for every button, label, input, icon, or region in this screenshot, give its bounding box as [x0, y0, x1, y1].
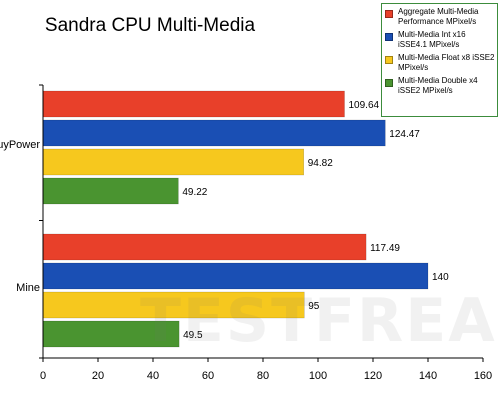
x-tick-label: 120 — [364, 370, 382, 382]
x-tick-label: 140 — [419, 370, 437, 382]
legend-label: Multi-Media Int x16 iSSE4.1 MPixel/s — [398, 30, 466, 49]
data-label: 49.22 — [182, 187, 207, 198]
x-tick-label: 0 — [40, 370, 46, 382]
data-label: 117.49 — [370, 243, 400, 254]
legend-item: Aggregate Multi-Media Performance MPixel… — [385, 7, 495, 27]
data-label: 109.64 — [349, 100, 380, 111]
bar — [42, 90, 345, 118]
data-label: 49.5 — [183, 330, 203, 341]
legend-item: Multi-Media Float x8 iSSE2 MPixel/s — [385, 53, 495, 73]
bar — [42, 291, 305, 319]
plot-area: 109.64 124.47 94.82 49.22 iBuyPower 117.49 140… — [0, 84, 492, 382]
x-tick-label: 80 — [257, 370, 269, 382]
category-label: Mine — [16, 282, 40, 294]
x-tick-label: 20 — [92, 370, 104, 382]
data-label: 94.82 — [308, 158, 333, 169]
data-label: 124.47 — [389, 129, 420, 140]
bar — [42, 320, 180, 348]
legend-swatch — [385, 79, 393, 87]
chart-title: Sandra CPU Multi-Media — [45, 15, 256, 36]
bar — [42, 262, 429, 290]
legend: Aggregate Multi-Media Performance MPixel… — [381, 3, 498, 117]
legend-item: Multi-Media Double x4 iSSE2 MPixel/s — [385, 76, 495, 96]
legend-swatch — [385, 56, 393, 64]
legend-label: Multi-Media Double x4 iSSE2 MPixel/s — [398, 76, 478, 95]
bar — [42, 233, 367, 261]
bar — [42, 148, 305, 176]
legend-label: Aggregate Multi-Media Performance MPixel… — [398, 7, 479, 26]
bar — [42, 119, 386, 147]
data-label: 95 — [308, 301, 320, 312]
legend-label: Multi-Media Float x8 iSSE2 MPixel/s — [398, 53, 495, 72]
bar — [42, 177, 179, 205]
legend-item: Multi-Media Int x16 iSSE4.1 MPixel/s — [385, 30, 495, 50]
x-tick-label: 160 — [474, 370, 492, 382]
category-label: iBuyPower — [0, 139, 40, 151]
legend-swatch — [385, 10, 393, 18]
data-label: 140 — [432, 272, 449, 283]
x-tick-label: 40 — [147, 370, 159, 382]
legend-swatch — [385, 33, 393, 41]
x-tick-label: 60 — [202, 370, 214, 382]
x-tick-label: 100 — [309, 370, 327, 382]
